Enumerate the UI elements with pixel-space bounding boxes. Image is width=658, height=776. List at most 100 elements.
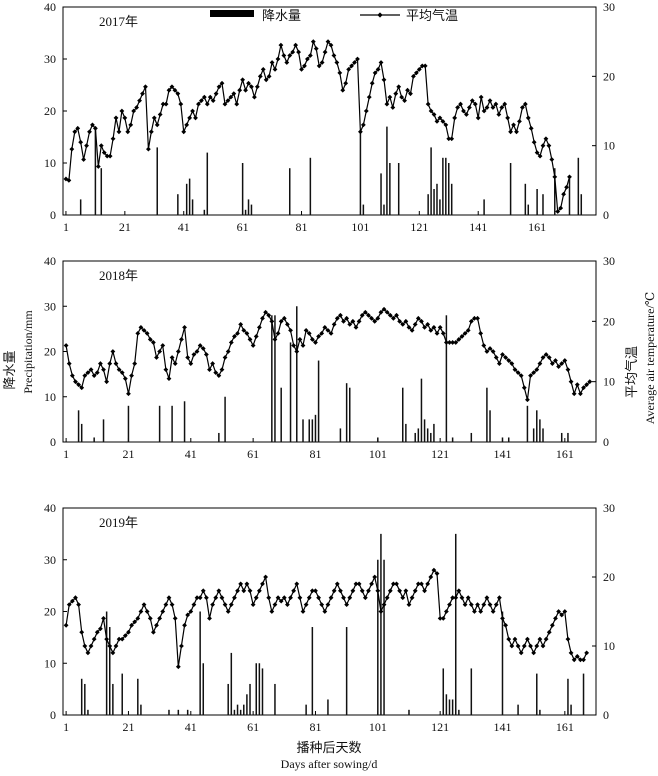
temp-point: [446, 136, 452, 142]
temp-point: [378, 309, 384, 315]
y-left-tick-label: 30: [44, 553, 56, 567]
legend-line-marker: [377, 12, 383, 18]
temp-point: [522, 101, 528, 107]
precip-bar: [339, 428, 342, 442]
temp-point: [316, 63, 322, 69]
temp-point: [91, 373, 97, 379]
temp-point: [434, 571, 440, 576]
temp-point: [235, 588, 240, 594]
temp-point: [556, 609, 561, 614]
temp-point: [148, 129, 154, 135]
temp-point: [409, 327, 415, 333]
temp-point: [275, 331, 281, 336]
temp-point: [216, 373, 222, 379]
temp-point: [353, 324, 359, 330]
temp-point: [465, 327, 471, 333]
precip-bar: [501, 611, 504, 715]
temp-point: [213, 370, 219, 376]
temp-line: [65, 39, 571, 213]
temp-point: [462, 331, 468, 336]
temp-point: [331, 588, 337, 594]
precip-bar: [105, 611, 108, 715]
temp-point: [481, 108, 487, 114]
precip-bar: [127, 405, 130, 442]
temp-point: [403, 318, 409, 324]
temp-point: [378, 60, 384, 65]
temp-point: [175, 349, 181, 354]
temp-point: [132, 619, 138, 625]
temp-point: [574, 382, 580, 388]
temp-point: [322, 49, 328, 55]
temp-point: [94, 629, 100, 635]
temp-point: [571, 657, 577, 663]
temp-point: [490, 349, 496, 354]
temp-point: [244, 331, 250, 336]
temp-point: [319, 602, 325, 607]
precip-bar: [186, 709, 189, 715]
temp-point: [184, 122, 190, 128]
temp-point: [291, 588, 297, 594]
temp-point: [63, 176, 69, 182]
precip-bar: [77, 410, 80, 442]
temp-point: [185, 612, 191, 618]
precip-bar: [274, 683, 276, 715]
precip-bar: [450, 183, 453, 215]
temp-point: [113, 115, 119, 121]
y-right-tick-label: 0: [603, 208, 609, 222]
temp-point: [412, 321, 418, 327]
precip-bar: [486, 387, 488, 442]
temp-point: [462, 602, 468, 607]
y-left-label-en: Precipitation/mm: [21, 310, 35, 394]
temp-point: [98, 143, 104, 149]
y-left-tick-label: 10: [44, 656, 56, 670]
temp-point: [341, 318, 346, 324]
temp-point: [456, 337, 462, 342]
precip-bar: [349, 387, 351, 442]
temp-point: [132, 361, 138, 366]
temp-point: [425, 321, 431, 327]
temp-point: [562, 609, 568, 614]
y-left-tick-label: 0: [50, 435, 56, 449]
temp-point: [193, 115, 198, 121]
precip-bar: [427, 194, 429, 215]
temp-point: [207, 616, 212, 621]
precip-bar: [202, 663, 205, 715]
precip-bar: [121, 673, 123, 715]
precip-bar: [383, 204, 385, 215]
temp-point: [243, 87, 248, 93]
temp-point: [468, 318, 474, 324]
temp-point: [185, 355, 191, 360]
temp-point: [587, 379, 593, 385]
temp-point: [490, 105, 496, 110]
temp-point: [422, 324, 427, 330]
x-tick-label: 61: [247, 720, 259, 734]
temp-point: [565, 367, 571, 372]
x-label-cn: 播种后天数: [296, 740, 361, 755]
temp-point: [163, 367, 169, 372]
precip-bar: [448, 699, 451, 715]
panel-year-label: 2017年: [99, 14, 138, 29]
temp-point: [553, 358, 558, 363]
precip-bar: [580, 194, 583, 215]
temp-point: [384, 101, 390, 107]
precip-bar: [233, 709, 236, 715]
temp-point: [543, 636, 549, 642]
temp-point: [129, 373, 134, 379]
temp-point: [101, 367, 106, 372]
precip-bar: [137, 678, 139, 715]
temp-point: [272, 67, 278, 72]
temp-point: [415, 581, 421, 587]
temp-point: [290, 49, 296, 55]
precip-bar: [93, 437, 95, 442]
temp-point: [546, 629, 552, 635]
precip-bar: [258, 663, 261, 715]
precip-bar: [327, 699, 329, 715]
temp-point: [415, 315, 421, 321]
temp-point: [537, 361, 543, 366]
temp-point: [331, 321, 337, 327]
precip-bar: [244, 209, 247, 215]
temp-point: [126, 629, 131, 635]
precip-bar: [359, 131, 362, 215]
temp-point: [537, 153, 543, 159]
temp-point: [98, 626, 103, 632]
